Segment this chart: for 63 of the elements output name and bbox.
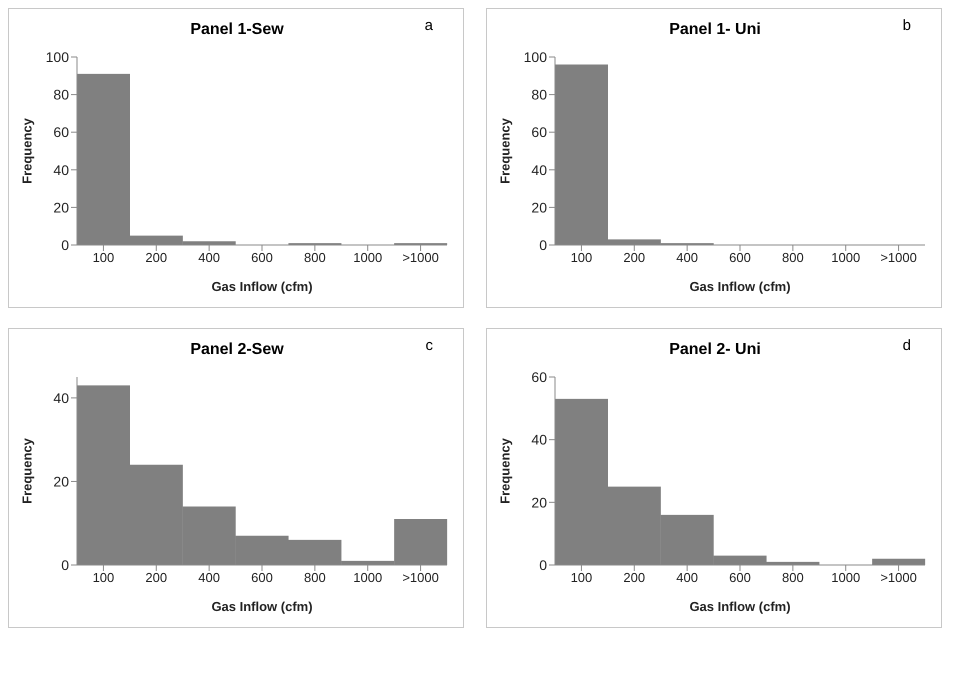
y-tick-label: 60 [53,124,70,140]
y-tick-label: 100 [524,48,548,65]
x-tick-label: >1000 [402,250,439,266]
y-tick-label: 40 [531,162,548,178]
x-tick-label: 1000 [353,570,382,586]
x-tick-label: 100 [570,250,592,266]
x-tick-label: 1000 [831,570,860,586]
y-tick-label: 80 [53,86,70,103]
x-tick-label: 600 [251,570,273,586]
x-tick-label: 600 [251,250,273,266]
y-tick-label: 60 [531,368,548,385]
text: d [902,337,911,354]
y-tick-label: 60 [531,124,548,140]
y-tick-label: 100 [46,48,70,65]
x-tick-label: 400 [198,250,220,266]
x-tick-label: 400 [198,570,220,586]
y-tick-label: 20 [531,494,548,510]
y-tick-label: 40 [53,162,70,178]
text: b [902,17,911,34]
x-tick-label: 800 [304,570,326,586]
y-tick-label: 0 [61,556,70,573]
x-axis-title: Gas Inflow (cfm) [689,599,791,614]
x-tick-label: 100 [92,570,114,586]
x-tick-label: 200 [145,250,168,266]
y-axis-title: Frequency [20,117,35,184]
x-tick-label: >1000 [880,570,917,586]
y-tick-label: 0 [539,236,548,253]
chart-title: Panel 2- Uni [669,341,761,358]
x-tick-label: 600 [729,250,751,266]
chart-title: Panel 1-Sew [190,21,284,38]
x-tick-label: 200 [623,570,646,586]
x-tick-label: 400 [676,570,698,586]
x-tick-label: 800 [782,570,804,586]
y-tick-label: 20 [531,199,548,216]
x-axis-title: Gas Inflow (cfm) [211,599,313,614]
x-axis-title: Gas Inflow (cfm) [211,279,313,294]
x-tick-label: 800 [304,250,326,266]
x-tick-label: 100 [570,570,592,586]
y-tick-label: 0 [539,556,548,573]
x-tick-label: 400 [676,250,698,266]
y-tick-label: 20 [53,473,70,490]
chart-title: Panel 1- Uni [669,21,761,38]
x-tick-label: 1000 [831,250,860,266]
x-tick-label: 600 [729,570,751,586]
text: c [426,337,433,354]
y-axis-title: Frequency [20,437,35,504]
y-axis-title: Frequency [498,117,513,184]
x-tick-label: 800 [782,250,804,266]
x-tick-label: 200 [623,250,646,266]
x-axis-title: Gas Inflow (cfm) [689,279,791,294]
x-tick-label: 100 [92,250,114,266]
y-axis-title: Frequency [498,437,513,504]
chart-title: Panel 2-Sew [190,341,284,358]
x-tick-label: >1000 [402,570,439,586]
x-tick-label: >1000 [880,250,917,266]
y-tick-label: 80 [531,86,548,103]
x-tick-label: 1000 [353,250,382,266]
text: a [424,17,433,34]
y-tick-label: 40 [53,390,70,406]
y-tick-label: 0 [61,236,70,253]
x-tick-label: 200 [145,570,168,586]
y-tick-label: 20 [53,199,70,216]
y-tick-label: 40 [531,432,548,448]
